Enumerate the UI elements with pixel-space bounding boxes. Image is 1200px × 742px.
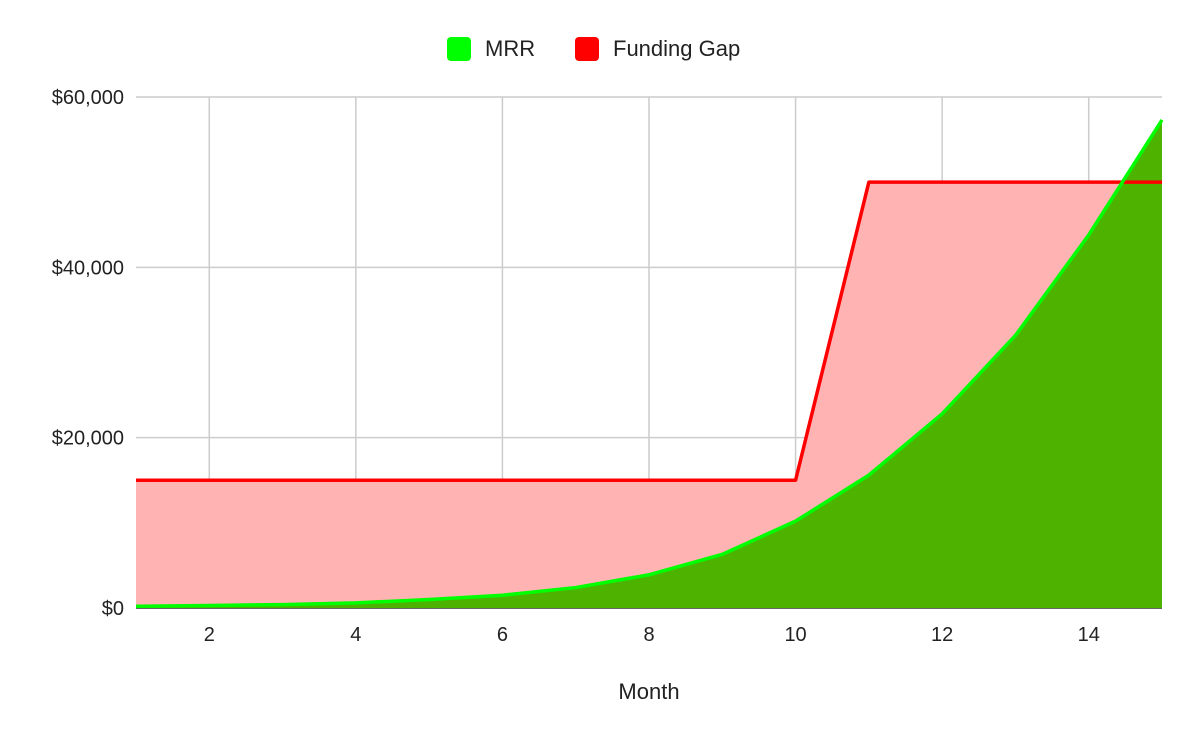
legend-swatch-funding-gap <box>575 37 599 61</box>
x-axis: 2 4 6 8 10 12 14 <box>204 624 1100 646</box>
legend-swatch-mrr <box>447 37 471 61</box>
legend-item-mrr[interactable]: MRR <box>447 36 535 61</box>
x-tick-label: 4 <box>350 624 361 646</box>
legend: MRR Funding Gap <box>447 36 740 61</box>
y-tick-label: $20,000 <box>52 428 124 450</box>
area-mrr <box>136 119 1162 609</box>
y-tick-label: $0 <box>102 598 124 620</box>
series-lines <box>135 119 1164 609</box>
line-funding-gap <box>136 180 1162 482</box>
y-tick-label: $40,000 <box>52 257 124 279</box>
plot-area <box>136 119 1162 609</box>
x-tick-label: 6 <box>497 624 508 646</box>
x-axis-title: Month <box>618 679 679 704</box>
x-tick-label: 12 <box>931 624 953 646</box>
legend-item-funding-gap[interactable]: Funding Gap <box>575 36 740 61</box>
x-tick-label: 2 <box>204 624 215 646</box>
x-tick-label: 14 <box>1078 624 1100 646</box>
y-axis: $0 $20,000 $40,000 $60,000 <box>52 87 124 620</box>
y-tick-label: $60,000 <box>52 87 124 109</box>
legend-label-funding-gap: Funding Gap <box>613 36 740 61</box>
x-tick-label: 8 <box>643 624 654 646</box>
x-tick-label: 10 <box>784 624 806 646</box>
line-mrr <box>135 119 1164 609</box>
legend-label-mrr: MRR <box>485 36 535 61</box>
